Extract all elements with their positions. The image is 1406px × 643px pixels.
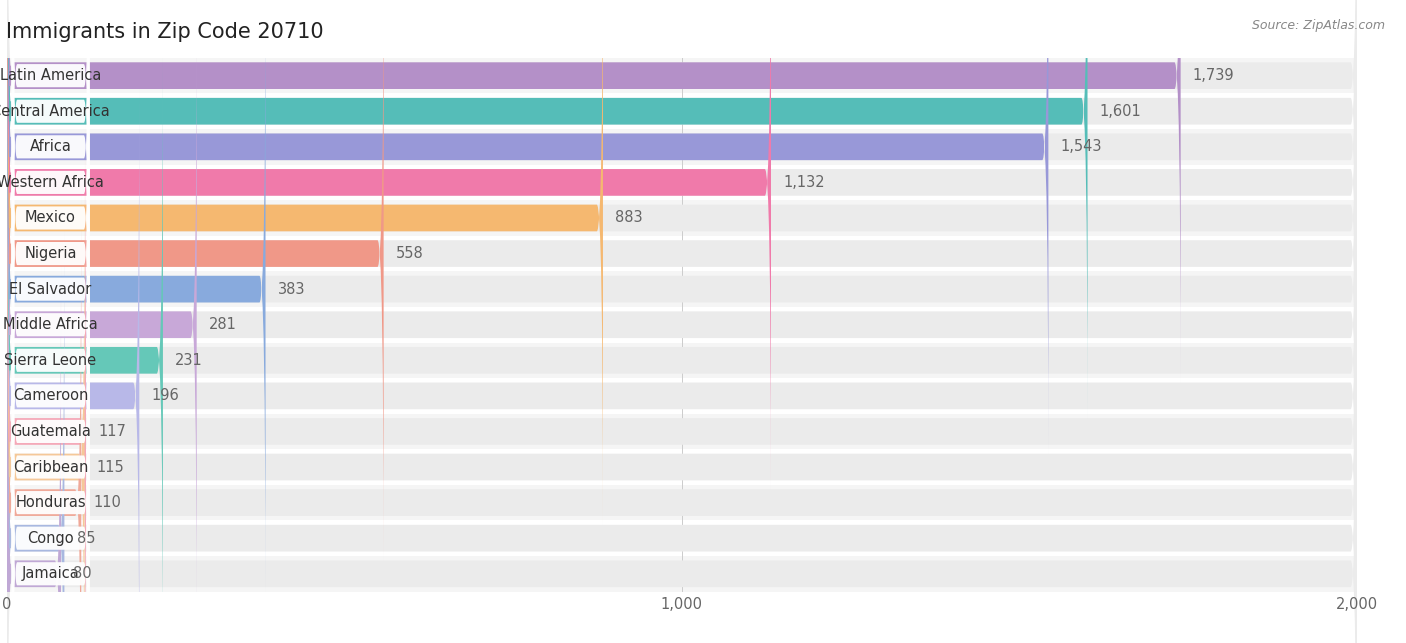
FancyBboxPatch shape: [11, 301, 90, 643]
Text: Source: ZipAtlas.com: Source: ZipAtlas.com: [1251, 19, 1385, 32]
FancyBboxPatch shape: [7, 0, 1357, 454]
FancyBboxPatch shape: [7, 0, 1357, 489]
FancyBboxPatch shape: [7, 0, 1087, 418]
Text: Nigeria: Nigeria: [24, 246, 77, 261]
FancyBboxPatch shape: [11, 87, 90, 633]
FancyBboxPatch shape: [7, 53, 163, 643]
Bar: [7, 93, 1357, 129]
FancyBboxPatch shape: [7, 0, 384, 561]
Bar: [7, 343, 1357, 378]
Text: 196: 196: [152, 388, 179, 403]
FancyBboxPatch shape: [7, 89, 1357, 643]
Bar: [7, 378, 1357, 413]
Bar: [7, 556, 1357, 592]
Bar: [7, 449, 1357, 485]
Bar: [7, 236, 1357, 271]
Text: 1,739: 1,739: [1192, 68, 1234, 83]
FancyBboxPatch shape: [7, 0, 1181, 383]
Text: 383: 383: [277, 282, 305, 296]
Bar: [7, 58, 1357, 93]
Text: Immigrants in Zip Code 20710: Immigrants in Zip Code 20710: [6, 23, 323, 42]
FancyBboxPatch shape: [7, 53, 1357, 643]
Text: Africa: Africa: [30, 140, 72, 154]
Text: 1,601: 1,601: [1099, 104, 1142, 119]
FancyBboxPatch shape: [11, 0, 90, 527]
FancyBboxPatch shape: [11, 0, 90, 455]
Text: 80: 80: [73, 566, 91, 581]
Bar: [7, 200, 1357, 236]
FancyBboxPatch shape: [11, 16, 90, 562]
Bar: [7, 165, 1357, 200]
Text: 558: 558: [395, 246, 423, 261]
FancyBboxPatch shape: [7, 0, 1357, 561]
Text: 1,132: 1,132: [783, 175, 825, 190]
FancyBboxPatch shape: [11, 0, 90, 420]
Text: 231: 231: [176, 353, 202, 368]
FancyBboxPatch shape: [11, 158, 90, 643]
Text: Guatemala: Guatemala: [10, 424, 91, 439]
FancyBboxPatch shape: [7, 89, 139, 643]
FancyBboxPatch shape: [11, 0, 90, 491]
Text: 281: 281: [209, 317, 236, 332]
Text: 85: 85: [76, 530, 96, 546]
FancyBboxPatch shape: [7, 195, 1357, 643]
FancyBboxPatch shape: [7, 125, 86, 643]
Bar: [7, 520, 1357, 556]
Text: 883: 883: [614, 210, 643, 226]
FancyBboxPatch shape: [7, 0, 770, 489]
Bar: [7, 129, 1357, 165]
Text: Cameroon: Cameroon: [13, 388, 89, 403]
FancyBboxPatch shape: [7, 267, 60, 643]
FancyBboxPatch shape: [11, 194, 90, 643]
Text: Western Africa: Western Africa: [0, 175, 104, 190]
FancyBboxPatch shape: [7, 0, 1357, 596]
FancyBboxPatch shape: [11, 123, 90, 643]
Bar: [7, 485, 1357, 520]
Text: 1,543: 1,543: [1060, 140, 1102, 154]
Text: Latin America: Latin America: [0, 68, 101, 83]
FancyBboxPatch shape: [7, 160, 1357, 643]
Text: Middle Africa: Middle Africa: [3, 317, 98, 332]
FancyBboxPatch shape: [7, 0, 1357, 383]
FancyBboxPatch shape: [7, 0, 1357, 418]
Text: Sierra Leone: Sierra Leone: [4, 353, 97, 368]
Text: Honduras: Honduras: [15, 495, 86, 510]
FancyBboxPatch shape: [7, 231, 65, 643]
FancyBboxPatch shape: [11, 0, 90, 385]
Text: Congo: Congo: [27, 530, 75, 546]
FancyBboxPatch shape: [11, 230, 90, 643]
FancyBboxPatch shape: [7, 160, 84, 643]
Text: Caribbean: Caribbean: [13, 460, 89, 475]
FancyBboxPatch shape: [7, 267, 1357, 643]
FancyBboxPatch shape: [7, 0, 266, 596]
Text: Mexico: Mexico: [25, 210, 76, 226]
FancyBboxPatch shape: [11, 0, 90, 349]
Bar: [7, 307, 1357, 343]
Bar: [7, 271, 1357, 307]
Text: 110: 110: [93, 495, 121, 510]
Bar: [7, 413, 1357, 449]
FancyBboxPatch shape: [7, 195, 82, 643]
Text: El Salvador: El Salvador: [10, 282, 91, 296]
FancyBboxPatch shape: [7, 18, 197, 631]
FancyBboxPatch shape: [7, 0, 1049, 454]
Text: Jamaica: Jamaica: [21, 566, 79, 581]
FancyBboxPatch shape: [11, 51, 90, 598]
FancyBboxPatch shape: [11, 265, 90, 643]
Text: Central America: Central America: [0, 104, 110, 119]
FancyBboxPatch shape: [7, 0, 603, 525]
FancyBboxPatch shape: [7, 125, 1357, 643]
FancyBboxPatch shape: [7, 231, 1357, 643]
FancyBboxPatch shape: [7, 0, 1357, 525]
Text: 115: 115: [97, 460, 125, 475]
Text: 117: 117: [98, 424, 127, 439]
FancyBboxPatch shape: [7, 18, 1357, 631]
